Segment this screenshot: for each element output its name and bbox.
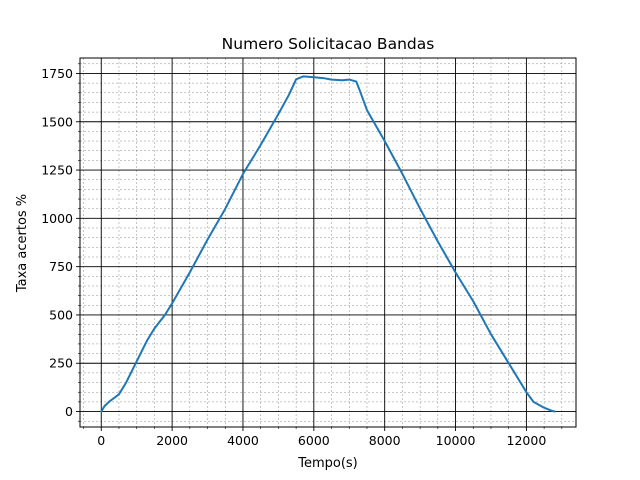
x-tick-label: 8000 — [369, 433, 401, 448]
y-tick-label: 250 — [49, 356, 73, 371]
x-axis-title: Tempo(s) — [297, 456, 358, 471]
y-tick-label: 500 — [49, 307, 73, 322]
y-tick-label: 0 — [65, 404, 73, 419]
series-layer — [100, 75, 556, 413]
x-tick-label: 10000 — [436, 433, 476, 448]
x-tick-label: 6000 — [298, 433, 330, 448]
axis-ticks: 0 2000 4000 6000 8000 10000 12000 0 250 500 750 100… — [41, 63, 563, 448]
x-tick-label: 0 — [97, 433, 105, 448]
y-tick-label: 1250 — [41, 163, 73, 178]
x-tick-label: 4000 — [227, 433, 259, 448]
y-tick-label: 1000 — [41, 211, 73, 226]
y-axis-title: Taxa acertos % — [15, 194, 30, 293]
y-tick-label: 1750 — [41, 66, 73, 81]
plot-frame — [79, 57, 577, 428]
y-tick-label: 750 — [49, 259, 73, 274]
x-tick-label: 12000 — [507, 433, 547, 448]
major-grid — [80, 58, 576, 427]
x-tick-label: 2000 — [156, 433, 188, 448]
y-tick-label: 1500 — [41, 114, 73, 129]
chart-title: Numero Solicitacao Bandas — [222, 35, 435, 53]
series-line — [100, 75, 556, 413]
